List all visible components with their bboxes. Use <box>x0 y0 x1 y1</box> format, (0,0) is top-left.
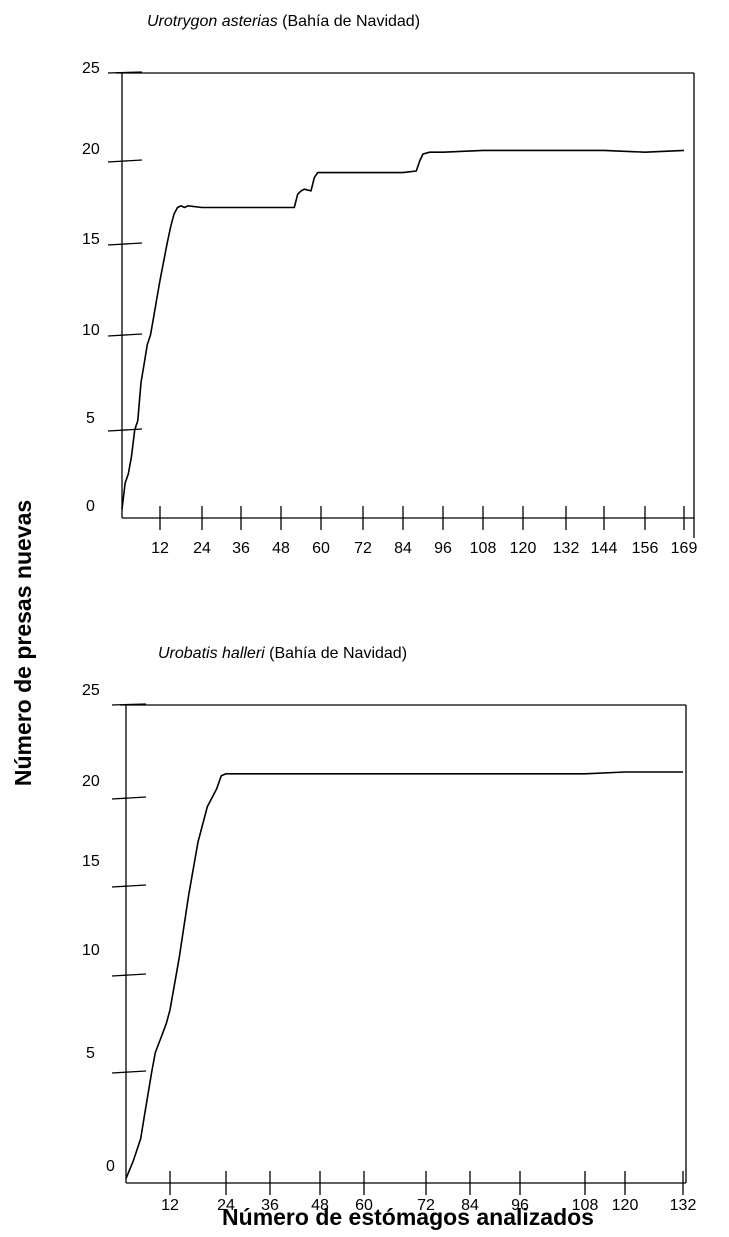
y-tick-label: 25 <box>82 60 100 77</box>
y-tick-label: 20 <box>82 141 100 158</box>
y-tick-label: 10 <box>82 322 100 339</box>
y-tick-label: 5 <box>86 1045 95 1062</box>
x-tick-label: 12 <box>151 540 169 557</box>
x-tick-label: 144 <box>591 540 618 557</box>
x-tick-label: 96 <box>434 540 452 557</box>
y-tick <box>107 333 143 337</box>
x-axis-title: Número de estómagos analizados <box>222 1204 594 1230</box>
plot-frame <box>120 704 687 1184</box>
plot-area <box>125 771 683 1179</box>
y-tick <box>107 428 143 432</box>
chart-title-species: Urotrygon asterias <box>147 13 278 30</box>
x-tick-label: 120 <box>510 540 537 557</box>
y-tick-label: 10 <box>82 942 100 959</box>
plot-frame <box>116 72 695 538</box>
x-tick-label: 60 <box>312 540 330 557</box>
x-tick-label: 24 <box>193 540 211 557</box>
y-tick-label: 5 <box>86 410 95 427</box>
x-tick-label: 84 <box>461 1197 479 1214</box>
x-tick-label: 36 <box>232 540 250 557</box>
data-line <box>125 771 683 1179</box>
y-tick-label: 0 <box>106 1158 115 1175</box>
y-axis-title: Número de presas nuevas <box>10 500 36 786</box>
x-tick-label: 72 <box>417 1197 435 1214</box>
y-tick-label: 15 <box>82 231 100 248</box>
y-axis: 0 5 10 15 20 25 <box>82 60 143 515</box>
chart-urotrygon-asterias: Urotrygon asterias (Bahía de Navidad) 0 5… <box>82 13 697 557</box>
y-tick-label: 0 <box>86 498 95 515</box>
y-tick <box>111 884 147 888</box>
y-axis: 0 5 10 15 20 25 <box>82 682 147 1175</box>
x-tick-label: 108 <box>572 1197 599 1214</box>
x-tick-label: 132 <box>670 1197 697 1214</box>
y-tick <box>107 159 143 163</box>
y-tick-label: 15 <box>82 853 100 870</box>
x-tick-label: 84 <box>394 540 412 557</box>
y-tick-label: 25 <box>82 682 100 699</box>
chart-title: Urobatis halleri (Bahía de Navidad) <box>158 645 407 662</box>
x-tick-label: 96 <box>511 1197 529 1214</box>
x-tick-label: 132 <box>553 540 580 557</box>
y-tick-label: 20 <box>82 773 100 790</box>
x-tick-label: 169 <box>671 540 698 557</box>
y-tick <box>107 242 143 246</box>
chart-title: Urotrygon asterias (Bahía de Navidad) <box>147 13 420 30</box>
chart-title-location: (Bahía de Navidad) <box>265 645 407 662</box>
x-tick-label: 72 <box>354 540 372 557</box>
x-axis: 12 24 36 48 60 72 84 96 108 120 132 <box>161 1171 696 1214</box>
x-tick-label: 156 <box>632 540 659 557</box>
y-tick <box>111 796 147 800</box>
x-tick-label: 120 <box>612 1197 639 1214</box>
chart-title-species: Urobatis halleri <box>158 645 265 662</box>
chart-title-location: (Bahía de Navidad) <box>278 13 420 30</box>
x-tick-label: 24 <box>217 1197 235 1214</box>
x-tick-label: 36 <box>261 1197 279 1214</box>
x-tick-label: 60 <box>355 1197 373 1214</box>
chart-urobatis-halleri: Urobatis halleri (Bahía de Navidad) 0 5 10… <box>82 645 696 1214</box>
x-tick-label: 12 <box>161 1197 179 1214</box>
y-tick <box>107 71 143 74</box>
plot-area <box>121 149 685 510</box>
y-tick <box>111 1070 147 1074</box>
y-tick <box>111 973 147 977</box>
x-tick-label: 108 <box>470 540 497 557</box>
x-tick-label: 48 <box>311 1197 329 1214</box>
x-tick-label: 48 <box>272 540 290 557</box>
y-tick <box>111 703 147 706</box>
x-axis: 12 24 36 48 60 72 84 96 108 120 132 144 156 169 <box>151 506 697 557</box>
data-line <box>121 149 685 510</box>
